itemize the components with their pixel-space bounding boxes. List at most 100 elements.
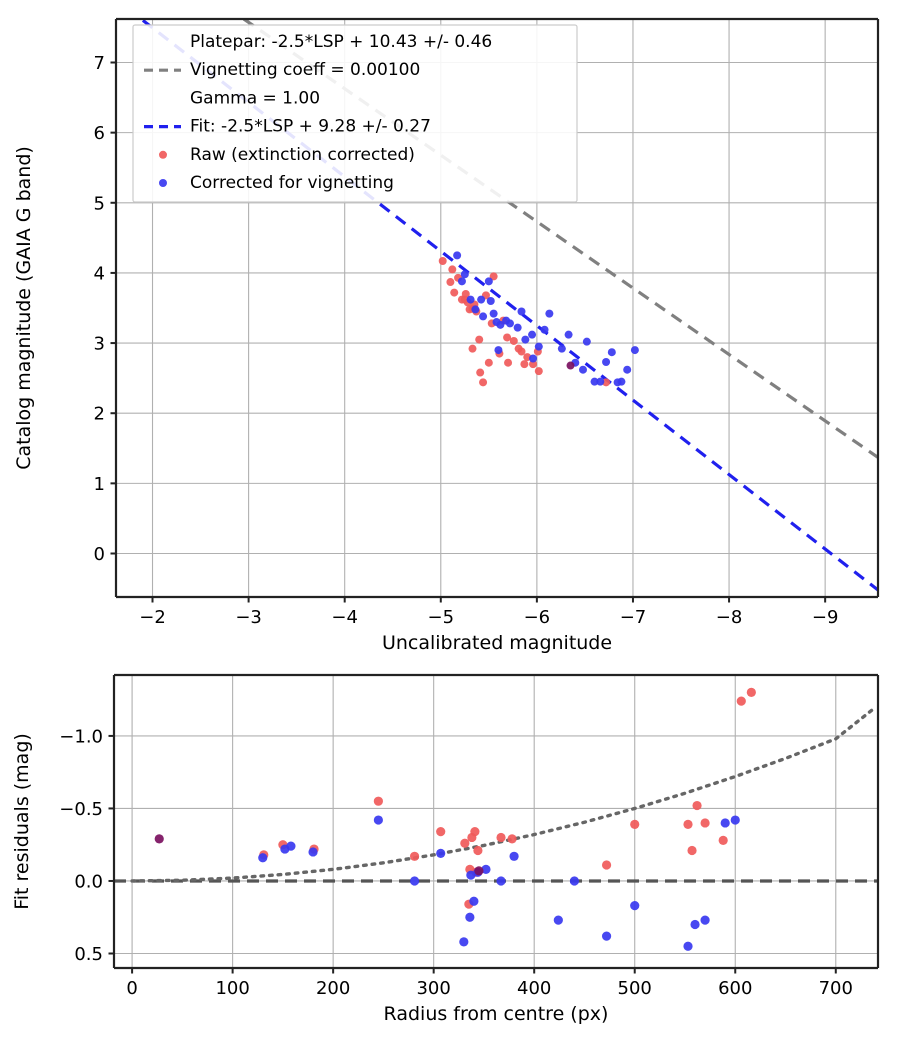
x-tick-label: 0 xyxy=(126,978,137,999)
legend-label: Vignetting coeff = 0.00100 xyxy=(190,60,420,80)
data-point xyxy=(545,309,554,318)
data-point xyxy=(607,348,616,357)
data-point xyxy=(453,251,462,260)
data-point xyxy=(496,320,505,329)
y-axis-label: Catalog magnitude (GAIA G band) xyxy=(13,146,35,470)
plot-background xyxy=(114,675,878,968)
data-point xyxy=(471,305,480,314)
data-point xyxy=(505,319,514,328)
legend-entry[interactable]: Corrected for vignetting xyxy=(159,173,394,193)
data-point xyxy=(596,377,605,386)
data-point xyxy=(446,278,455,287)
y-tick-label: 1 xyxy=(94,474,105,495)
legend-entry[interactable]: Gamma = 1.00 xyxy=(190,88,320,108)
data-point xyxy=(692,800,702,811)
legend: Platepar: -2.5*LSP + 10.43 +/- 0.46 Vigne… xyxy=(132,24,578,203)
x-tick-label: 100 xyxy=(215,978,249,999)
data-point xyxy=(579,365,587,374)
x-tick-label: −6 xyxy=(524,607,551,628)
data-point xyxy=(466,295,475,304)
x-tick-label: −9 xyxy=(812,607,839,628)
data-point xyxy=(409,851,420,861)
data-point xyxy=(509,336,518,345)
data-point xyxy=(529,360,538,369)
data-point xyxy=(473,845,483,856)
y-tick-label: 3 xyxy=(94,334,105,355)
data-point xyxy=(630,901,640,911)
data-point xyxy=(479,378,488,387)
series-corrected-for-vignetting xyxy=(453,251,639,387)
data-point xyxy=(690,919,700,930)
data-point xyxy=(521,335,530,344)
data-point xyxy=(286,841,296,851)
data-point xyxy=(746,687,756,698)
data-point xyxy=(486,296,495,305)
data-point xyxy=(479,312,488,321)
y-tick-label: 6 xyxy=(94,123,105,144)
data-point xyxy=(564,330,573,339)
legend-entry[interactable]: Raw (extinction corrected) xyxy=(159,145,415,165)
data-point xyxy=(496,832,506,843)
x-tick-label: 200 xyxy=(316,978,350,999)
legend-entry[interactable]: Fit: -2.5*LSP + 9.28 +/- 0.27 xyxy=(144,117,431,137)
axes-fit-residuals: 0 100 200 300 400 500 600 700 0.5 0.0 −0.5 −1.0 Radi… xyxy=(11,673,880,1025)
data-point xyxy=(528,330,537,339)
data-point xyxy=(436,848,446,859)
data-point xyxy=(461,289,470,298)
data-point xyxy=(534,342,543,351)
data-point xyxy=(540,325,549,334)
data-point xyxy=(700,818,710,828)
data-point xyxy=(529,354,538,363)
data-point xyxy=(438,257,447,265)
data-point xyxy=(517,307,526,316)
data-point xyxy=(465,912,475,922)
data-point xyxy=(504,358,513,367)
data-point xyxy=(154,834,164,844)
y-axis-label: Fit residuals (mag) xyxy=(11,733,33,910)
y-tick-label: 0 xyxy=(94,544,105,565)
data-point xyxy=(582,337,591,346)
data-point xyxy=(700,915,710,925)
legend-label: Corrected for vignetting xyxy=(190,173,394,193)
legend-box xyxy=(132,24,578,203)
y-tick-label: −1.0 xyxy=(59,726,103,747)
data-point xyxy=(507,834,517,844)
legend-label: Platepar: -2.5*LSP + 10.43 +/- 0.46 xyxy=(190,32,492,52)
legend-marker-swatch xyxy=(159,179,167,187)
x-tick-label: −7 xyxy=(620,607,647,628)
x-tick-label: 300 xyxy=(416,978,450,999)
y-tick-label: 0.5 xyxy=(74,944,103,965)
legend-label: Fit: -2.5*LSP + 9.28 +/- 0.27 xyxy=(190,117,431,137)
data-point xyxy=(553,915,563,925)
data-point xyxy=(503,333,512,342)
y-tick-label: 7 xyxy=(94,53,105,74)
series-overlap xyxy=(154,834,484,876)
y-tick-label: 4 xyxy=(94,263,105,284)
y-tick-label: −0.5 xyxy=(59,799,103,820)
data-point xyxy=(469,896,479,906)
x-tick-label: 600 xyxy=(718,978,752,999)
x-tick-label: −8 xyxy=(716,607,743,628)
line-fit xyxy=(141,19,878,592)
data-point xyxy=(460,270,469,279)
legend-marker-swatch xyxy=(159,150,167,159)
data-point xyxy=(630,819,640,830)
data-point xyxy=(601,860,612,870)
legend-entry[interactable]: Vignetting coeff = 0.00100 xyxy=(144,60,420,80)
data-point xyxy=(602,358,611,367)
data-point xyxy=(718,835,728,845)
data-point xyxy=(683,941,693,951)
data-point xyxy=(720,818,730,828)
x-tick-label: 400 xyxy=(517,978,551,999)
legend-entry[interactable]: Platepar: -2.5*LSP + 10.43 +/- 0.46 xyxy=(190,32,492,52)
data-point xyxy=(623,365,632,374)
x-tick-label: −5 xyxy=(428,607,455,628)
data-point xyxy=(736,696,746,706)
data-point xyxy=(481,864,491,874)
data-point xyxy=(484,277,493,286)
data-point xyxy=(569,876,580,886)
data-point xyxy=(450,288,459,297)
data-point xyxy=(477,295,486,304)
data-point xyxy=(509,851,519,861)
series-overlap xyxy=(566,361,575,370)
